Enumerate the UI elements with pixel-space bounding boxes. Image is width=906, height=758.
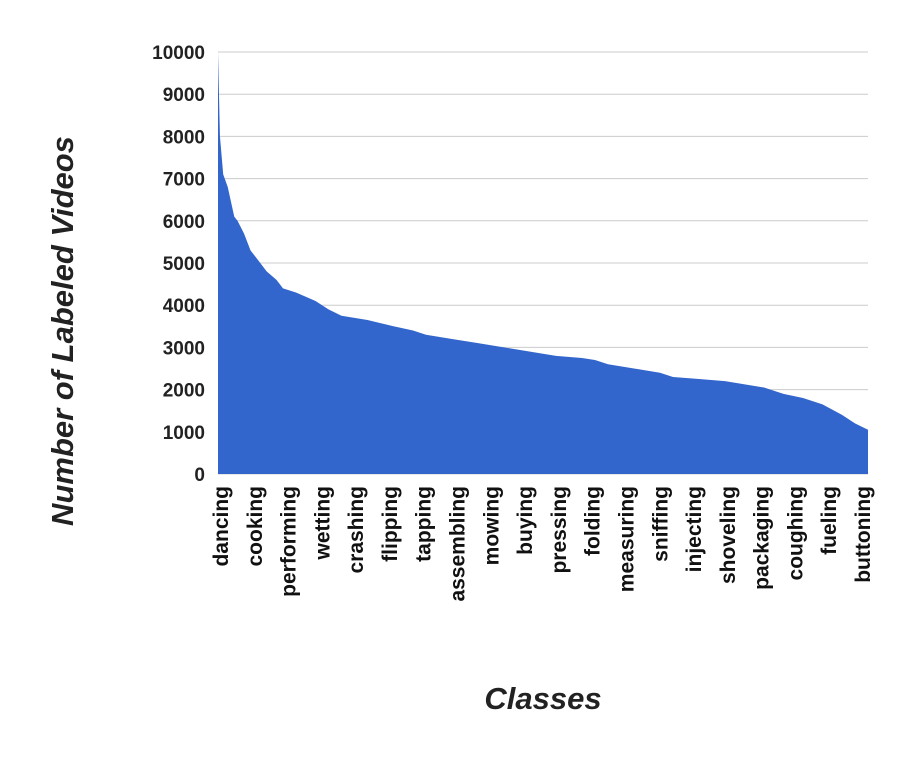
x-tick-label: dancing xyxy=(210,486,233,567)
x-tick-label: mowing xyxy=(480,486,503,565)
x-tick-label: injecting xyxy=(683,486,706,572)
x-tick-label: crashing xyxy=(345,486,368,574)
x-axis-title: Classes xyxy=(484,681,601,716)
y-tick-label: 2000 xyxy=(163,381,205,402)
x-tick-label: wetting xyxy=(311,486,334,561)
x-tick-label: folding xyxy=(582,486,605,556)
x-tick-labels: dancing cooking performing wetting crashing f… xyxy=(210,486,875,602)
y-tick-label: 7000 xyxy=(163,170,205,191)
x-tick-label: cooking xyxy=(244,486,267,567)
x-tick-label: coughing xyxy=(784,486,807,580)
y-tick-labels: 0 1000 2000 3000 4000 5000 6000 7000 8000 9000 100… xyxy=(152,43,205,486)
x-tick-label: sniffing xyxy=(649,486,672,562)
y-tick-label: 10000 xyxy=(152,43,205,64)
x-tick-label: fueling xyxy=(818,486,841,555)
x-tick-label: pressing xyxy=(548,486,571,574)
data-area xyxy=(218,52,868,474)
x-tick-label: buttoning xyxy=(852,486,875,583)
x-tick-label: measuring xyxy=(615,486,638,592)
x-tick-label: shoveling xyxy=(717,486,740,584)
x-tick-label: buying xyxy=(514,486,537,555)
y-axis-title: Number of Labeled Videos xyxy=(45,136,80,526)
x-tick-label: tapping xyxy=(413,486,436,562)
y-tick-label: 4000 xyxy=(163,296,205,317)
y-tick-label: 0 xyxy=(194,465,205,486)
y-tick-label: 5000 xyxy=(163,254,205,275)
x-tick-label: flipping xyxy=(379,486,402,562)
y-tick-label: 9000 xyxy=(163,85,205,106)
y-tick-label: 6000 xyxy=(163,212,205,233)
x-tick-label: packaging xyxy=(751,486,774,590)
x-tick-label: performing xyxy=(278,486,301,597)
x-tick-label: assembling xyxy=(447,486,470,602)
y-tick-label: 3000 xyxy=(163,338,205,359)
y-tick-label: 1000 xyxy=(163,423,205,444)
y-tick-label: 8000 xyxy=(163,127,205,148)
